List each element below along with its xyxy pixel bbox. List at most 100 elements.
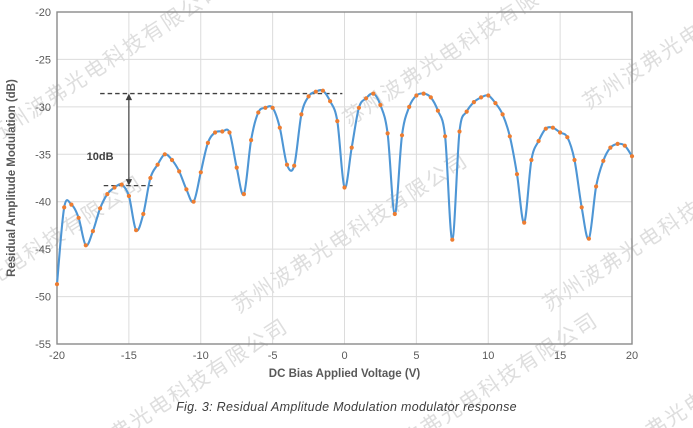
x-tick-label: 5	[413, 350, 419, 362]
x-tick-label: -20	[49, 350, 65, 362]
data-point-marker	[205, 140, 210, 145]
data-point-marker	[572, 157, 577, 163]
data-point-marker	[241, 192, 246, 197]
x-axis-title: DC Bias Applied Voltage (V)	[269, 368, 421, 380]
plot-border	[56, 11, 633, 345]
y-tick-label: -25	[35, 54, 51, 66]
x-tick-label: -5	[268, 350, 278, 362]
x-tick-label: -10	[193, 350, 209, 362]
data-point-marker	[356, 105, 361, 110]
ram-response-chart: 10dB-20 -15 -10 -5 0 5 10 15 20-20-25-30-35-40-4…	[6, 7, 638, 380]
data-point-marker	[622, 143, 627, 148]
data-point-marker	[263, 105, 268, 110]
data-point-marker	[299, 112, 304, 117]
data-point-marker	[119, 182, 124, 187]
data-point-marker	[435, 108, 440, 113]
data-point-marker	[594, 184, 599, 189]
data-point-marker	[69, 202, 74, 207]
data-point-marker	[529, 157, 534, 163]
data-point-marker	[162, 152, 167, 157]
data-point-marker	[320, 88, 325, 93]
data-point-marker	[507, 134, 512, 139]
data-point-marker	[615, 141, 620, 146]
data-point-marker	[385, 131, 390, 136]
data-point-marker	[54, 282, 60, 287]
data-point-marker	[601, 158, 606, 163]
data-point-marker	[90, 229, 95, 234]
data-point-marker	[284, 162, 290, 167]
data-point-marker	[249, 138, 254, 143]
data-point-marker	[198, 170, 203, 175]
data-point-marker	[292, 163, 297, 168]
annotation-arrowhead-up	[125, 93, 133, 101]
series-line	[56, 89, 633, 285]
data-point-marker	[586, 236, 592, 241]
data-point-marker	[313, 89, 318, 94]
y-tick-label: -50	[35, 292, 51, 304]
data-point-marker	[335, 119, 340, 124]
data-point-marker	[450, 237, 455, 242]
figure-caption: Fig. 3: Residual Amplitude Modulation mo…	[176, 400, 517, 414]
data-point-marker	[558, 130, 563, 135]
x-tick-label: 10	[482, 350, 494, 362]
y-tick-label: -30	[35, 102, 51, 114]
data-point-marker	[220, 129, 225, 134]
data-point-marker	[364, 96, 369, 101]
data-point-marker	[514, 172, 520, 177]
data-point-marker	[98, 206, 103, 211]
data-point-marker	[234, 165, 239, 170]
data-point-marker	[464, 109, 469, 114]
data-point-marker	[443, 134, 448, 139]
data-point-marker	[349, 145, 354, 150]
data-point-marker	[486, 93, 491, 98]
data-point-marker	[62, 205, 67, 210]
y-tick-label: -20	[35, 7, 51, 19]
data-point-marker	[134, 228, 139, 233]
data-point-marker	[155, 162, 160, 167]
data-point-marker	[493, 101, 498, 106]
data-point-marker	[522, 220, 527, 225]
data-point-marker	[227, 130, 232, 135]
data-point-marker	[392, 211, 397, 217]
x-tick-label: 15	[554, 350, 566, 362]
data-point-marker	[471, 100, 476, 105]
data-point-marker	[414, 93, 419, 98]
data-point-marker	[126, 193, 131, 199]
data-point-marker	[270, 105, 275, 110]
data-point-marker	[565, 135, 570, 140]
data-point-marker	[550, 125, 556, 130]
data-point-marker	[83, 243, 88, 248]
data-point-marker	[184, 187, 189, 192]
data-point-marker	[177, 169, 182, 174]
data-point-marker	[378, 102, 383, 108]
annotation-arrowhead-down	[125, 179, 133, 186]
data-point-marker	[407, 104, 412, 109]
data-point-marker	[579, 205, 584, 210]
data-point-marker	[457, 129, 462, 134]
y-tick-label: -55	[35, 339, 51, 351]
x-tick-label: -15	[121, 350, 137, 362]
data-point-marker	[371, 91, 376, 96]
data-point-marker	[543, 126, 548, 131]
data-point-marker	[112, 185, 117, 190]
x-tick-label: 20	[626, 350, 638, 362]
y-axis-title: Residual Amplitude Modulation (dB)	[6, 79, 18, 277]
y-tick-label: -35	[35, 149, 51, 161]
data-point-marker	[608, 145, 613, 150]
y-tick-label: -40	[35, 197, 51, 209]
data-point-marker	[277, 125, 282, 130]
x-tick-label: 0	[341, 350, 347, 362]
annotation-label: 10dB	[87, 151, 114, 163]
data-point-marker	[428, 95, 433, 100]
data-point-marker	[421, 91, 426, 96]
data-point-marker	[479, 95, 484, 100]
data-point-marker	[399, 133, 405, 138]
data-point-marker	[500, 112, 505, 117]
data-point-marker	[342, 185, 347, 190]
data-point-marker	[148, 175, 153, 181]
data-point-marker	[536, 138, 541, 144]
y-tick-label: -45	[35, 244, 51, 256]
data-point-marker	[169, 157, 175, 163]
data-point-marker	[141, 211, 146, 217]
